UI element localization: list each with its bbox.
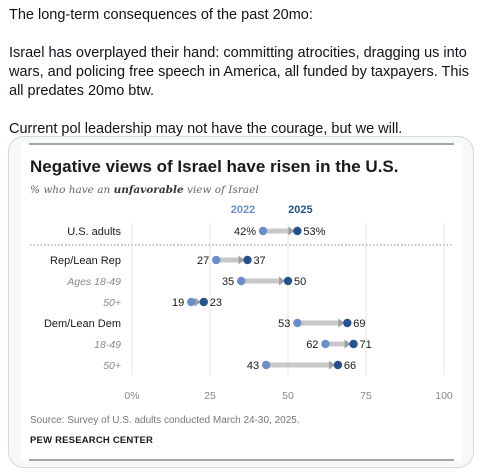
- dot-plot: 0% 25 50 75 100 2022 2025 U.S. adults 42% 53% Rep/…: [30, 204, 453, 402]
- connector-arrowhead: [338, 318, 345, 328]
- chart-title: Negative views of Israel have risen in t…: [30, 157, 399, 176]
- connector-arrowhead: [288, 226, 295, 236]
- post-paragraph: Israel has overplayed their hand: commit…: [9, 45, 469, 99]
- subtitle-prefix: % who have an: [30, 184, 114, 196]
- connector-bar: [325, 341, 345, 347]
- data-label-2022: 27: [197, 255, 209, 267]
- data-label-2022: 35: [222, 276, 234, 288]
- row-label: U.S. adults: [67, 226, 121, 238]
- data-label-2025: 69: [353, 318, 365, 330]
- connector-bar: [216, 257, 239, 263]
- dot-2025: [199, 297, 208, 307]
- dot-2025: [243, 255, 252, 265]
- dot-2022: [321, 339, 330, 349]
- data-label-2022: 42%: [234, 226, 256, 238]
- top-divider: [29, 143, 454, 145]
- connector-bar: [263, 228, 289, 234]
- row-label: Rep/Lean Rep: [50, 255, 121, 267]
- chart-source: Source: Survey of U.S. adults conducted …: [30, 415, 300, 426]
- bottom-divider: [29, 459, 454, 461]
- data-label-2025: 66: [344, 360, 356, 372]
- connector-arrowhead: [238, 255, 245, 265]
- row-label: Ages 18-49: [66, 276, 121, 288]
- connector-arrowhead: [344, 339, 351, 349]
- data-label-2025: 53%: [303, 226, 325, 238]
- connector-arrowhead: [279, 276, 285, 286]
- x-tick-label: 100: [435, 390, 453, 402]
- post-paragraph: Current pol leadership may not have the …: [9, 121, 403, 137]
- connector-bar: [266, 362, 329, 368]
- x-tick-label: 0%: [124, 390, 139, 402]
- data-label-2022: 62: [306, 339, 318, 351]
- series-label-2025: 2025: [288, 204, 312, 216]
- connector-arrowhead: [194, 297, 201, 307]
- dot-2025: [333, 360, 343, 370]
- data-label-2022: 43: [247, 360, 259, 372]
- row-label: 18-49: [94, 339, 121, 351]
- data-label-2025: 37: [253, 255, 265, 267]
- connector-arrowhead: [328, 360, 335, 370]
- dot-2022: [258, 226, 268, 236]
- connector-bar: [297, 320, 339, 326]
- dot-2022: [237, 276, 246, 286]
- post-text: The long-term consequences of the past 2…: [9, 6, 475, 139]
- data-label-2022: 53: [278, 318, 290, 330]
- data-label-2025: 71: [360, 339, 372, 351]
- dot-2025: [283, 276, 293, 286]
- row-label: 50+: [103, 360, 121, 372]
- row-label: Dem/Lean Dem: [44, 318, 121, 330]
- dot-2022: [212, 255, 221, 265]
- x-tick-label: 25: [204, 390, 216, 402]
- row-label: 50+: [103, 297, 121, 309]
- data-label-2022: 19: [172, 297, 184, 309]
- org-name: PEW RESEARCH CENTER: [30, 435, 154, 446]
- subtitle-suffix: view of Israel: [183, 184, 259, 196]
- series-label-2022: 2022: [231, 204, 255, 216]
- subtitle-emphasis: unfavorable: [113, 184, 184, 196]
- post-media-image[interactable]: Negative views of Israel have risen in t…: [8, 136, 474, 468]
- dot-2022: [187, 297, 196, 307]
- data-label-2025: 50: [294, 276, 306, 288]
- dot-2022: [261, 360, 271, 370]
- x-tick-label: 50: [282, 390, 294, 402]
- data-label-2025: 23: [210, 297, 222, 309]
- post-paragraph: The long-term consequences of the past 2…: [9, 7, 313, 23]
- connector-bar: [241, 278, 279, 284]
- chart-panel: Negative views of Israel have risen in t…: [21, 143, 462, 461]
- dot-2022: [293, 318, 302, 328]
- dot-2025: [293, 226, 302, 236]
- chart-subtitle: % who have an unfavorable view of Israel: [30, 184, 259, 196]
- x-tick-label: 75: [360, 390, 372, 402]
- dot-2025: [343, 318, 352, 328]
- dot-2025: [349, 339, 358, 349]
